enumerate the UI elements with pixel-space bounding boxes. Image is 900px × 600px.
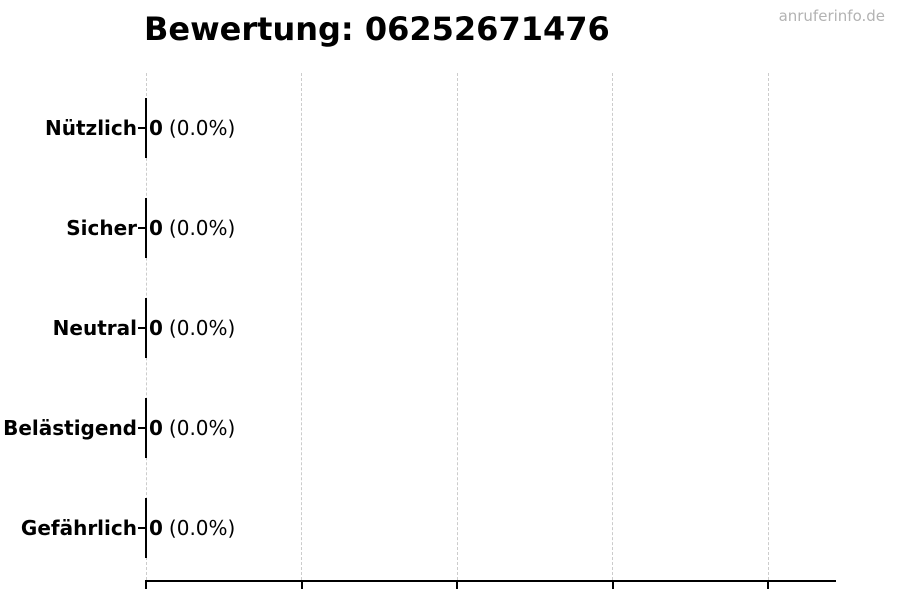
y-axis-tick <box>138 427 146 429</box>
x-axis-tick <box>611 580 614 589</box>
value-percent: (0.0%) <box>168 516 236 540</box>
value-percent: (0.0%) <box>168 116 236 140</box>
value-percent: (0.0%) <box>168 216 236 240</box>
x-axis-tick <box>300 580 303 589</box>
y-axis-tick <box>138 127 146 129</box>
x-axis-tick <box>767 580 769 589</box>
y-axis-tick <box>138 327 146 329</box>
value-count: 0 <box>149 316 163 340</box>
vertical-gridline <box>612 73 613 580</box>
value-annotation: 0 (0.0%) <box>149 316 235 340</box>
value-count: 0 <box>149 416 163 440</box>
vertical-gridline <box>767 73 769 580</box>
y-axis-tick <box>138 227 146 229</box>
category-label: Gefährlich <box>20 516 137 540</box>
bar-zero-value <box>145 98 147 158</box>
category-label: Neutral <box>52 316 137 340</box>
y-axis-tick <box>138 527 146 529</box>
category-label: Sicher <box>66 216 137 240</box>
bar-zero-value <box>145 198 147 258</box>
x-axis-line <box>145 580 836 582</box>
vertical-gridline <box>301 73 302 580</box>
value-percent: (0.0%) <box>168 416 236 440</box>
bar-zero-value <box>145 398 147 458</box>
value-percent: (0.0%) <box>168 316 236 340</box>
vertical-gridline <box>456 73 458 580</box>
value-count: 0 <box>149 516 163 540</box>
value-count: 0 <box>149 116 163 140</box>
value-count: 0 <box>149 216 163 240</box>
bar-zero-value <box>145 498 147 558</box>
value-annotation: 0 (0.0%) <box>149 516 235 540</box>
watermark-text: anruferinfo.de <box>778 7 885 25</box>
value-annotation: 0 (0.0%) <box>149 116 235 140</box>
chart-title: Bewertung: 06252671476 <box>144 10 610 48</box>
bar-zero-value <box>145 298 147 358</box>
value-annotation: 0 (0.0%) <box>149 216 235 240</box>
x-axis-tick <box>456 580 458 589</box>
category-label: Belästigend <box>3 416 137 440</box>
x-axis-tick <box>145 580 147 589</box>
category-label: Nützlich <box>45 116 137 140</box>
value-annotation: 0 (0.0%) <box>149 416 235 440</box>
